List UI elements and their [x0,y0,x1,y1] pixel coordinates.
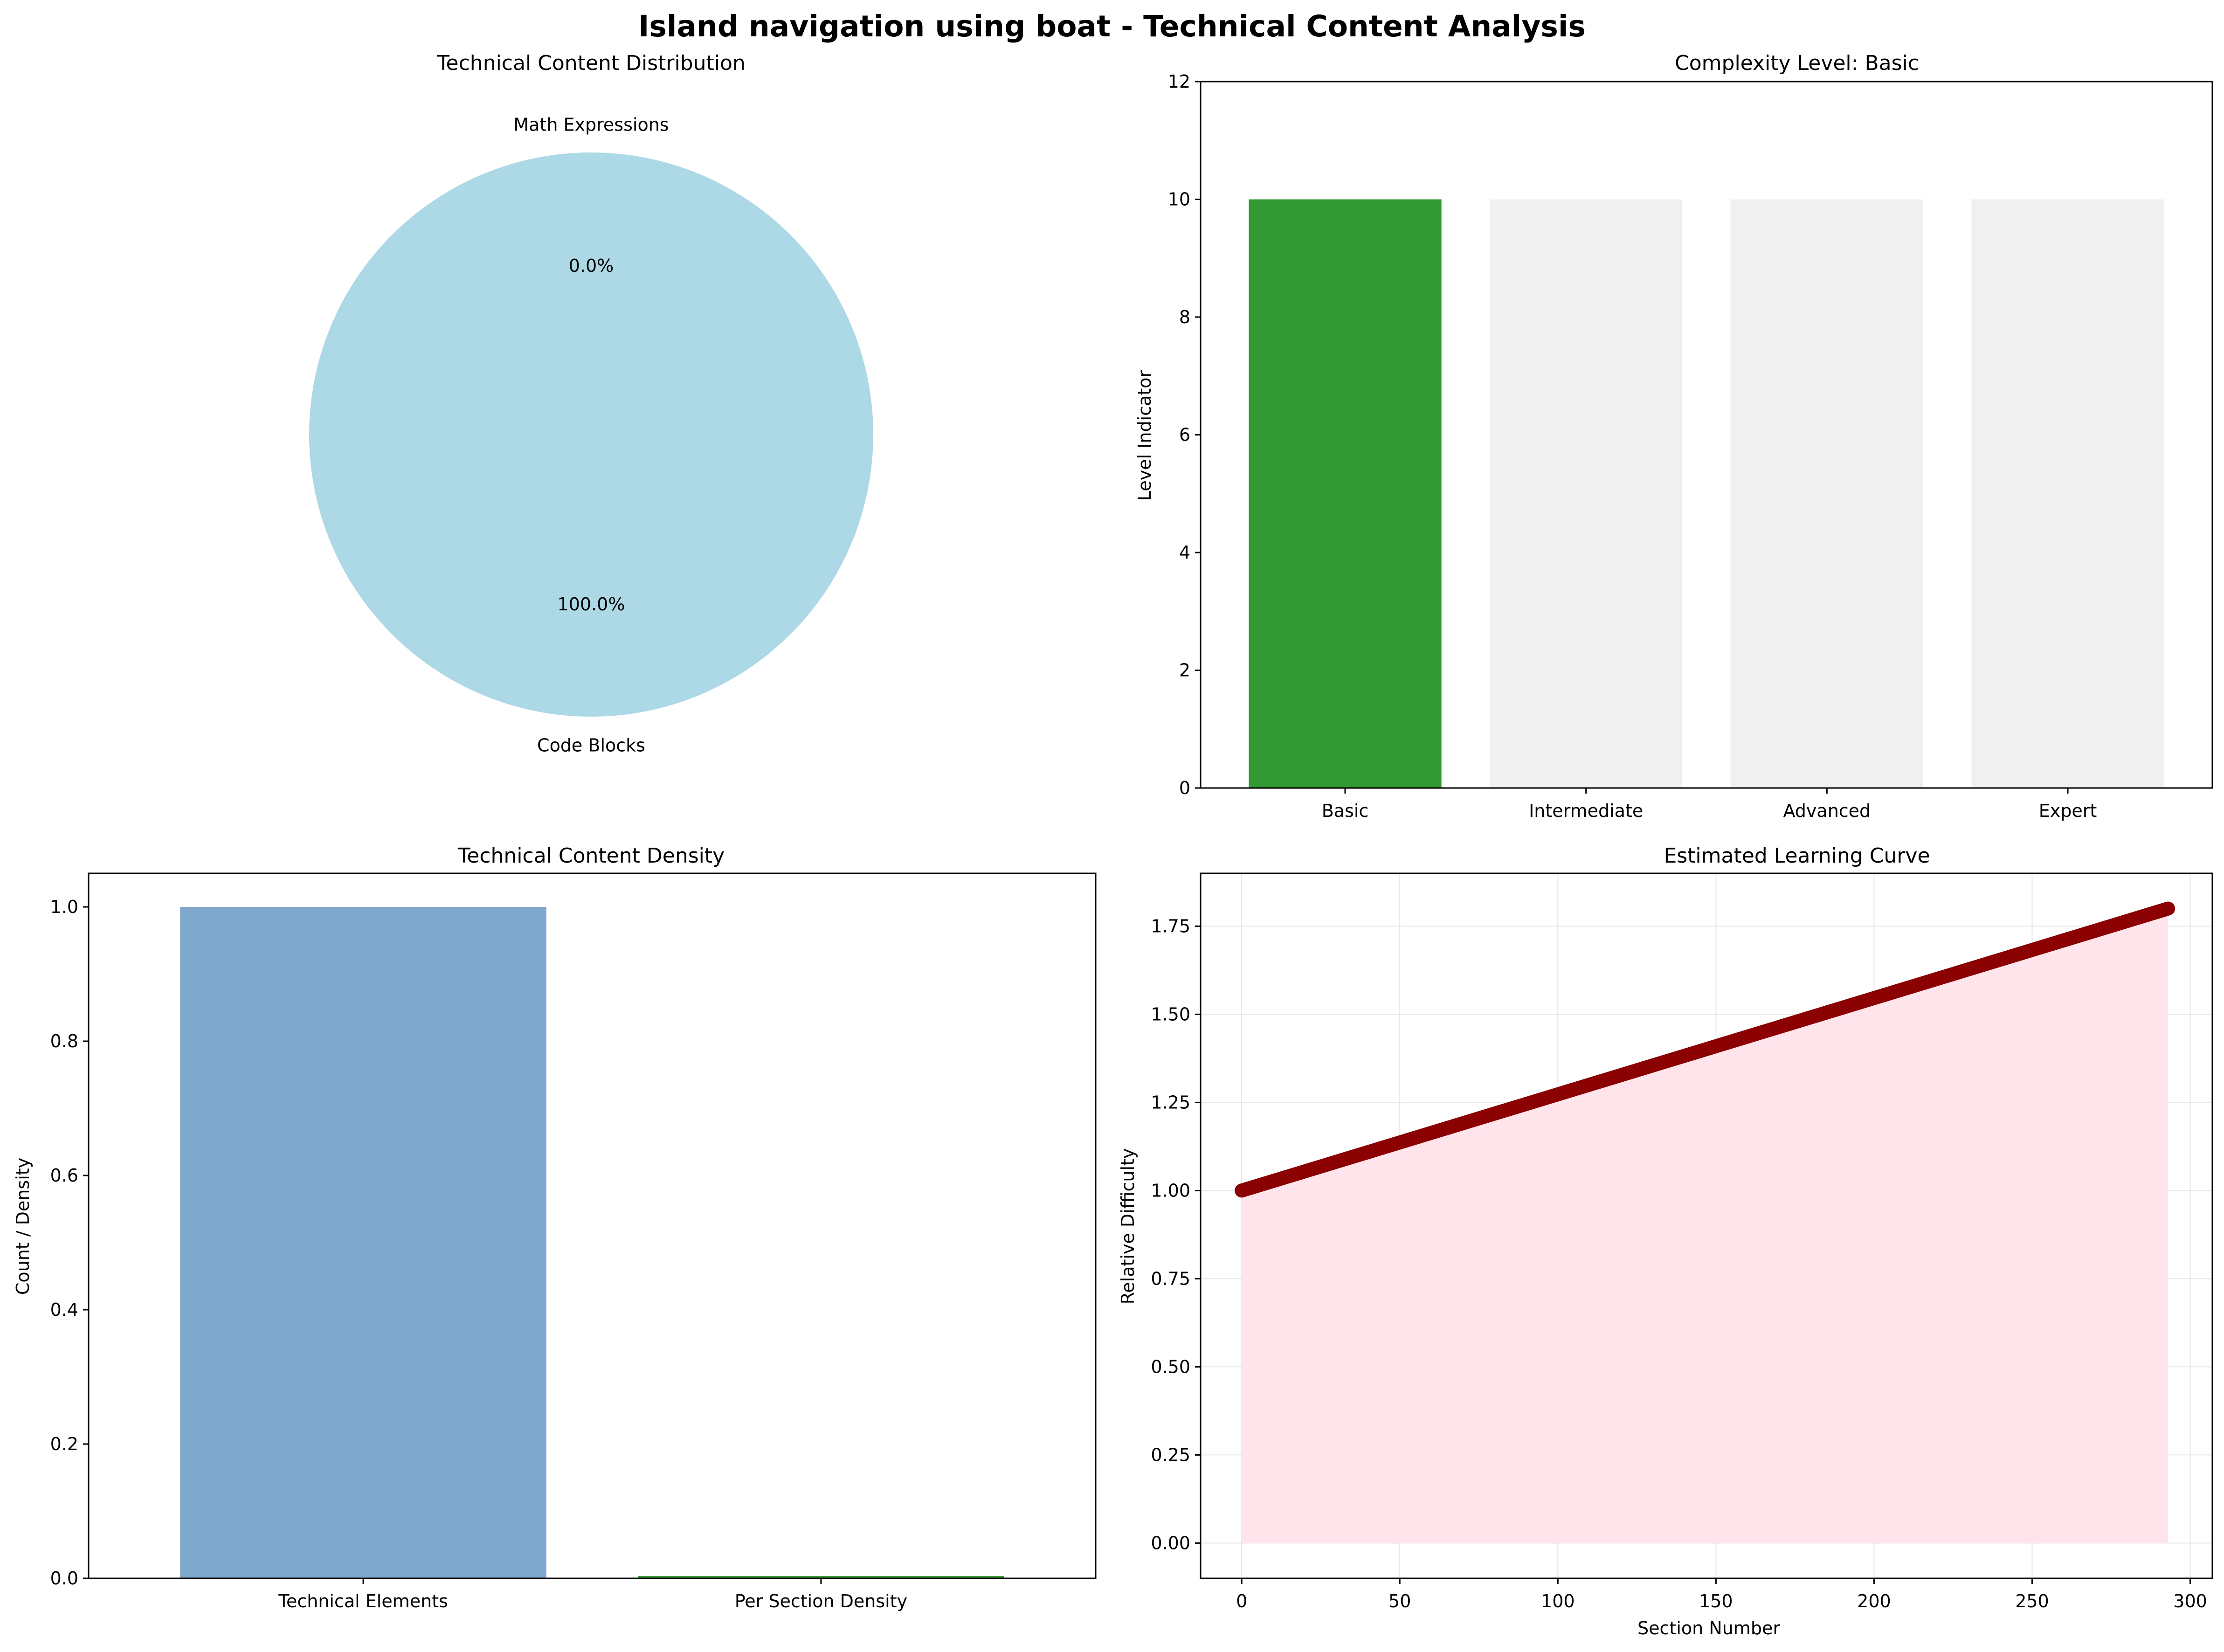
density-ytick-label-5: 1.0 [50,897,78,917]
curve-ytick-label-4: 1.00 [1151,1180,1190,1201]
curve-xtick-label-3: 150 [1699,1591,1733,1611]
curve-xtick-label-0: 0 [1236,1591,1247,1611]
density-ytick-label-1: 0.2 [50,1434,78,1454]
curve-ytick-label-7: 1.75 [1151,916,1190,936]
density-panel: Technical Content Density Technical Elem… [13,844,1097,1611]
density-ylabel: Count / Density [13,1158,33,1295]
curve-xtick-label-6: 300 [2173,1591,2207,1611]
density-marks: Technical Elements Per Section Density 0.0… [50,872,1097,1611]
density-xtick-label-0: Technical Elements [278,1591,448,1611]
density-ytick-label-2: 0.4 [50,1299,78,1320]
curve-xtick-label-4: 200 [1857,1591,1891,1611]
density-bar-1 [638,1576,1004,1578]
density-bar-0 [180,907,546,1578]
density-xtick-label-1: Per Section Density [735,1591,907,1611]
curve-xtick-label-2: 100 [1541,1591,1575,1611]
complexity-marks: Basic Intermediate Advanced Expert 0 2 4 6 8 10 12 [1168,71,2213,821]
complexity-xtick-label-1: Intermediate [1529,801,1643,821]
complexity-ytick-label-6: 12 [1168,71,1190,92]
density-title: Technical Content Density [457,844,725,868]
curve-ytick-label-1: 0.25 [1151,1445,1190,1465]
curve-ylabel: Relative Difficulty [1118,1148,1138,1305]
complexity-bar-2 [1730,199,1923,788]
curve-fill-area [1242,908,2169,1543]
curve-ytick-label-2: 0.50 [1151,1356,1190,1377]
pie-panel: Technical Content Distribution Code Bloc… [309,51,873,756]
complexity-axes-frame [1200,81,2213,789]
density-ytick-label-3: 0.6 [50,1165,78,1186]
complexity-bar-3 [1971,199,2164,788]
complexity-ytick-label-1: 2 [1179,660,1190,681]
curve-ytick-label-6: 1.50 [1151,1004,1190,1024]
complexity-ytick-label-4: 8 [1179,307,1190,327]
pie-title: Technical Content Distribution [436,51,746,75]
pie-label-0: Code Blocks [537,735,645,756]
complexity-ytick-label-0: 0 [1179,778,1190,798]
complexity-xtick-label-2: Advanced [1783,801,1871,821]
complexity-ylabel: Level Indicator [1134,370,1155,501]
curve-title: Estimated Learning Curve [1664,844,1930,868]
complexity-panel: Complexity Level: Basic Basic Intermediat… [1134,51,2213,821]
curve-axes-frame [1200,872,2213,1579]
complexity-xtick-label-0: Basic [1322,801,1369,821]
pie-label-1: Math Expressions [513,115,669,135]
pie-percent-1: 0.0% [569,256,614,276]
curve-ytick-label-5: 1.25 [1151,1092,1190,1113]
curve-xtick-label-1: 50 [1388,1591,1411,1611]
complexity-ytick-label-3: 6 [1179,425,1190,445]
density-axes-frame [88,872,1097,1579]
density-ytick-label-4: 0.8 [50,1031,78,1051]
curve-ytick-label-0: 0.00 [1151,1533,1190,1553]
pie-slice-0 [309,152,873,717]
complexity-bar-0 [1249,199,1442,788]
pie-marks: Code Blocks 100.0% Math Expressions 0.0% [309,115,873,756]
curve-panel: Estimated Learning Curve 0 50 100 150 200 250… [1118,844,2213,1638]
complexity-bar-1 [1490,199,1683,788]
curve-xlabel: Section Number [1637,1618,1780,1638]
complexity-ytick-label-5: 10 [1168,189,1190,210]
complexity-ytick-label-2: 4 [1179,542,1190,563]
figure-suptitle: Island navigation using boat - Technical… [638,9,1586,43]
density-ytick-label-0: 0.0 [50,1568,78,1589]
complexity-title: Complexity Level: Basic [1675,51,1919,75]
pie-percent-0: 100.0% [558,594,625,615]
curve-line [1235,901,2176,1198]
curve-xtick-label-5: 250 [2015,1591,2049,1611]
complexity-xtick-label-3: Expert [2039,801,2097,821]
curve-ytick-label-3: 0.75 [1151,1268,1190,1289]
curve-marks: 0 50 100 150 200 250 300 0.00 0.25 0.50 0.75 1.00 1.… [1151,872,2213,1611]
